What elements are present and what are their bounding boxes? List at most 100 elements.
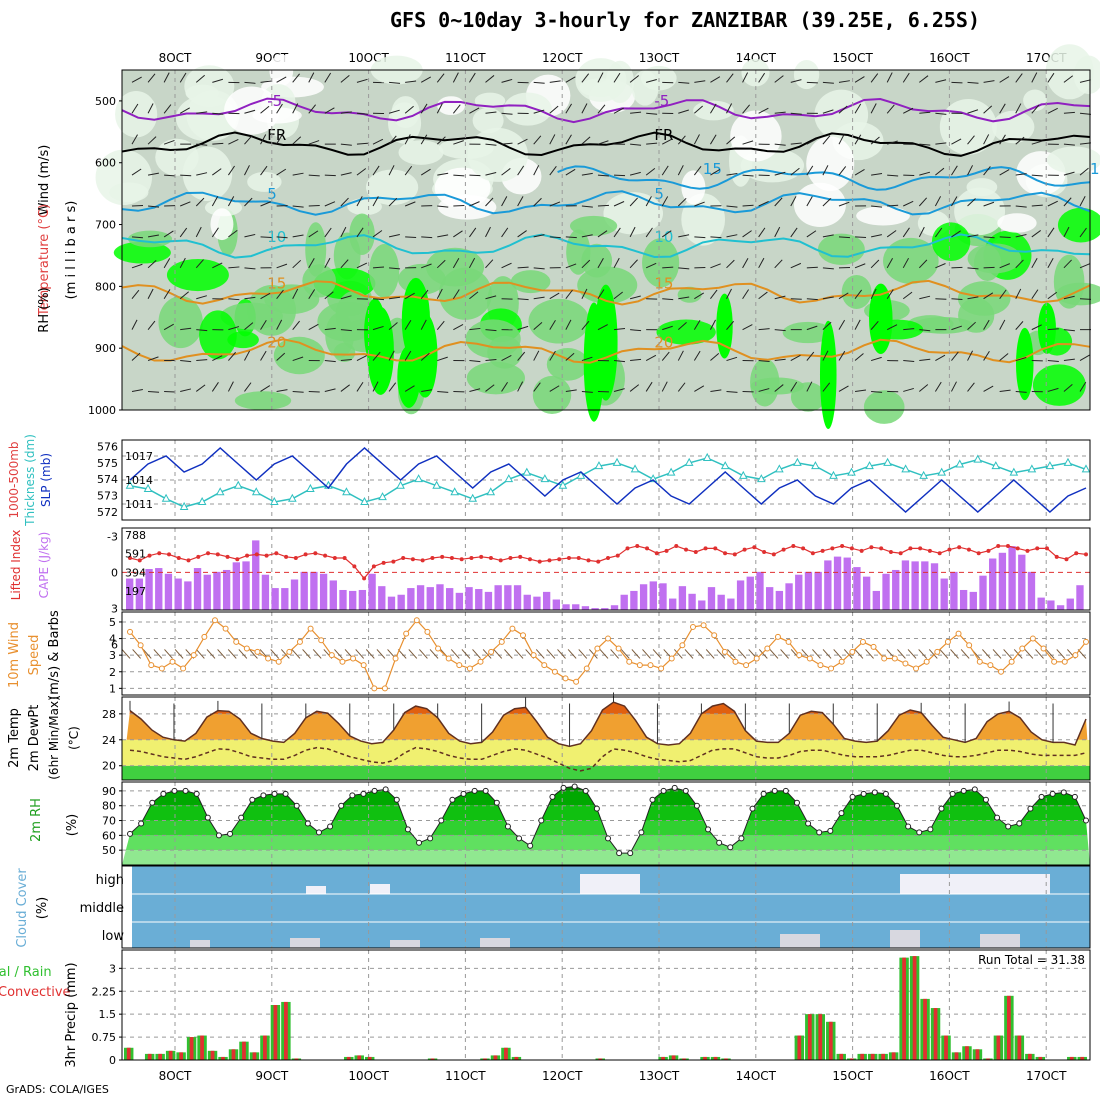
wind-barb [388, 322, 398, 331]
wind-barb [355, 649, 365, 659]
wind-barb [372, 351, 381, 361]
wind-barb [758, 649, 768, 659]
rh-point [1005, 823, 1012, 830]
rh-region [883, 237, 939, 284]
wind-barb [533, 81, 545, 84]
wind-barb [405, 80, 417, 83]
precip-convective-bar [1017, 1035, 1022, 1060]
wind-barb [769, 649, 779, 659]
thickness-line-point [865, 461, 874, 470]
wind-barb [131, 389, 143, 392]
lifted-index-point [430, 556, 435, 561]
lifted-index-point [966, 547, 971, 552]
wind-barb [469, 388, 481, 392]
wind-barb [228, 326, 240, 331]
cape-bar [630, 590, 638, 610]
cape-bar [310, 571, 318, 610]
wind-barb [597, 140, 609, 145]
wind-barb [630, 358, 642, 362]
wind-barb [276, 389, 288, 392]
slp-line [129, 446, 1087, 514]
wind-barb [726, 390, 738, 393]
wind-barb [935, 142, 947, 145]
rh-region [398, 140, 444, 165]
wind-barb [983, 201, 995, 207]
wind-barb [710, 263, 721, 269]
rh-region [997, 213, 1037, 233]
wind-barb [645, 354, 657, 361]
wind-barb [662, 298, 674, 301]
wind-barb [212, 262, 223, 269]
wind-barb [727, 649, 736, 659]
lifted-index-point [293, 556, 298, 561]
wind-barb [967, 234, 979, 238]
rh-point [282, 790, 289, 797]
wind-barb [276, 76, 287, 83]
thickness-axis-label: Thickness (dm) [23, 434, 37, 527]
cloud-low-block [190, 940, 210, 948]
wind-barb [967, 350, 974, 361]
cape-bar [591, 608, 599, 610]
run-total-text: Run Total = 31.38 [978, 953, 1085, 967]
wind-barb [871, 205, 883, 208]
precip-convective-bar [849, 1058, 854, 1060]
rh-point [860, 790, 867, 797]
wind-barb [389, 267, 401, 270]
cape-bar [193, 568, 202, 610]
wind-barb [983, 236, 995, 239]
wind-barb [630, 111, 642, 114]
wind-barb [854, 649, 864, 659]
wind-barb [742, 257, 749, 269]
lifted-index-point [176, 556, 181, 561]
wind-barb [999, 263, 1011, 269]
wind-barb [1063, 111, 1075, 114]
wind-speed-point [424, 628, 431, 635]
thickness-line-point [1081, 464, 1091, 473]
lifted-index-point [762, 550, 767, 555]
cape-bar [407, 588, 415, 610]
cape-bar [368, 573, 376, 610]
wind-speed-point [456, 662, 463, 669]
wind-barb [469, 291, 479, 300]
cloud-frame [121, 865, 1091, 949]
wind-barb [1015, 136, 1025, 145]
wind-speed-point [1040, 645, 1047, 652]
wind-barb [517, 381, 524, 392]
lifted-index-point [996, 544, 1001, 549]
wind-speed-point [668, 655, 675, 662]
rh-region [750, 377, 804, 395]
wind-barb [1047, 257, 1054, 269]
wind-barb [613, 360, 626, 363]
date-label-top: 13OCT [639, 51, 680, 65]
wind-barb [705, 649, 715, 659]
wind-barb [886, 289, 894, 300]
rh-tick-label: 90 [102, 785, 116, 798]
rh-point [249, 796, 256, 803]
wind-barb [822, 649, 832, 659]
thickness-line-point [215, 487, 225, 496]
wind-barb [822, 382, 831, 392]
rh-point [293, 802, 300, 809]
wind-barb [710, 168, 721, 176]
cloud-high-block [900, 874, 1050, 894]
wind-barb [1015, 103, 1022, 114]
rh-point [905, 823, 912, 830]
wind-barb [629, 171, 641, 176]
cape-bar [164, 573, 173, 610]
wind-barb [147, 103, 154, 114]
wind-speed-point [201, 633, 208, 640]
wind-barb [244, 350, 251, 361]
lifted-index-point [1025, 548, 1030, 553]
wind-barb [887, 204, 899, 207]
rh-saturated-region [819, 320, 837, 430]
wind-barb [1024, 649, 1034, 659]
wind-barb [292, 356, 304, 362]
lifted-index-point [332, 556, 337, 561]
wind-barb [179, 72, 187, 83]
wind-barb [356, 142, 368, 145]
precip-convective-bar [367, 1056, 372, 1060]
wind-barb [549, 201, 561, 207]
rh-point [571, 783, 578, 790]
lifted-index-point [401, 556, 406, 561]
wind-barb [244, 135, 253, 145]
